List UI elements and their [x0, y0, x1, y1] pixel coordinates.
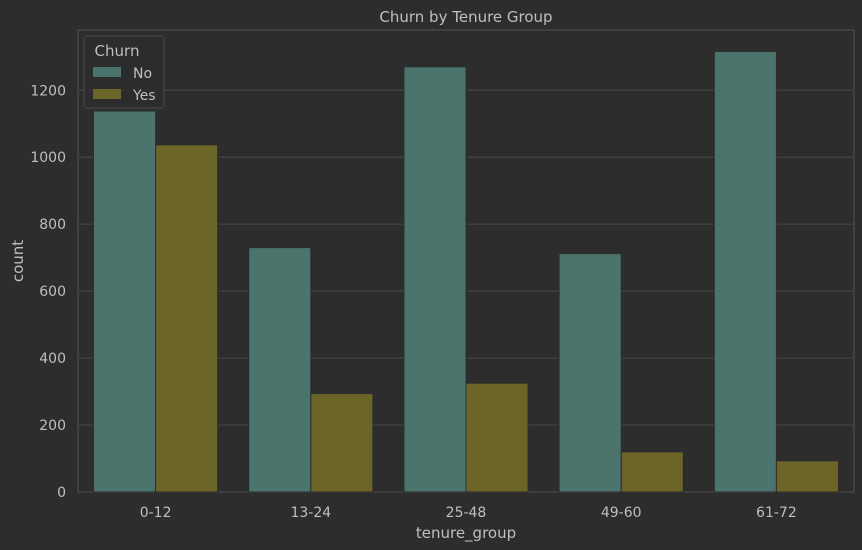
y-axis-label: count — [9, 240, 27, 282]
legend-label-no: No — [133, 66, 152, 82]
bar-yes-0-12 — [155, 144, 219, 493]
legend-swatch-no — [93, 67, 121, 77]
y-tick-label: 400 — [39, 351, 66, 367]
bar-no-25-48 — [403, 66, 467, 493]
x-tick-label: 49-60 — [601, 505, 642, 521]
x-tick-labels: 0-12 13-24 25-48 49-60 61-72 — [140, 505, 797, 521]
x-axis-label: tenure_group — [416, 524, 516, 543]
legend-title: Churn — [95, 42, 140, 60]
bar-yes-13-24 — [310, 393, 374, 493]
x-tick-label: 13-24 — [290, 505, 331, 521]
y-tick-label: 200 — [39, 418, 66, 434]
y-tick-label: 800 — [39, 217, 66, 233]
y-tick-label: 0 — [57, 485, 66, 501]
y-tick-label: 1200 — [30, 83, 66, 99]
bars — [93, 50, 839, 493]
bar-no-13-24 — [248, 247, 312, 493]
bar-yes-25-48 — [465, 382, 529, 493]
x-tick-label: 61-72 — [756, 505, 797, 521]
legend: Churn No Yes — [83, 35, 165, 109]
y-tick-labels: 0 200 400 600 800 1000 1200 — [30, 83, 66, 501]
y-tick-label: 1000 — [30, 150, 66, 166]
bar-no-49-60 — [558, 253, 622, 493]
bar-yes-49-60 — [620, 451, 684, 493]
bar-no-61-72 — [713, 50, 777, 493]
y-tick-label: 600 — [39, 284, 66, 300]
x-tick-label: 0-12 — [140, 505, 172, 521]
chart-title: Churn by Tenure Group — [379, 8, 552, 26]
x-tick-label: 25-48 — [446, 505, 487, 521]
legend-swatch-yes — [93, 89, 121, 99]
bar-yes-61-72 — [775, 460, 839, 493]
bar-no-0-12 — [93, 110, 157, 493]
legend-label-yes: Yes — [132, 88, 156, 104]
